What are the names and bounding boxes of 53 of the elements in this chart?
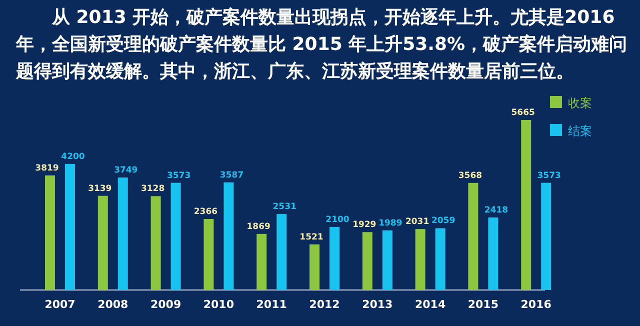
data-label: 1869	[246, 222, 271, 232]
data-label: 3128	[140, 184, 165, 194]
bar	[276, 214, 287, 290]
data-label: 2366	[194, 207, 218, 217]
data-label: 5665	[511, 108, 536, 118]
x-tick-label: 2011	[256, 298, 287, 311]
data-label: 1989	[378, 218, 402, 228]
legend-label: 收案	[568, 96, 592, 110]
data-label: 3587	[220, 170, 244, 180]
bar	[98, 196, 108, 290]
legend-label: 结案	[568, 124, 592, 138]
x-tick-label: 2010	[203, 298, 234, 311]
bar	[45, 175, 55, 290]
bar	[204, 219, 214, 290]
bar	[521, 120, 532, 290]
data-label: 3573	[537, 170, 562, 181]
bar	[170, 182, 181, 290]
bar	[256, 234, 267, 290]
data-label: 3819	[35, 163, 59, 174]
x-tick-label: 2008	[98, 298, 128, 311]
bar	[65, 164, 75, 290]
bar	[435, 228, 446, 290]
bar	[415, 229, 426, 290]
x-tick-label: 2007	[44, 298, 76, 311]
data-label: 3568	[458, 170, 482, 181]
data-label: 4200	[61, 152, 85, 162]
bar	[310, 244, 320, 290]
x-tick-label: 2016	[520, 298, 552, 311]
bar	[330, 226, 340, 290]
data-label: 2031	[405, 217, 430, 228]
data-label: 2531	[272, 202, 297, 212]
data-label: 3139	[88, 184, 112, 194]
x-tick-label: 2012	[309, 298, 340, 311]
bar	[150, 196, 161, 290]
bar	[488, 217, 498, 290]
bar	[382, 230, 392, 290]
bar	[224, 182, 234, 290]
x-tick-label: 2009	[150, 298, 182, 311]
bar	[468, 182, 478, 290]
data-label: 2418	[484, 205, 508, 216]
data-label: 2100	[326, 214, 350, 225]
data-label: 1929	[352, 220, 376, 230]
bar	[362, 232, 372, 290]
x-tick-label: 2013	[362, 298, 393, 311]
data-label: 2059	[431, 216, 456, 226]
x-tick-label: 2014	[414, 298, 446, 311]
data-label: 3749	[114, 165, 138, 176]
data-label: 3573	[166, 170, 191, 181]
data-label: 1521	[300, 232, 324, 242]
x-tick-label: 2015	[468, 298, 499, 311]
chart-title: 从 2013 开始，破产案件数量出现拐点，开始逐年上升。尤其是2016 年，全国新受理的破产案件数量比 2015 年上升53.8%，破产案件启动难问题得到有效缓解。其中，浙江、广东、江苏新受理案件数量居前三位。	[16, 6, 628, 84]
bar	[118, 177, 128, 290]
bar	[541, 182, 552, 290]
